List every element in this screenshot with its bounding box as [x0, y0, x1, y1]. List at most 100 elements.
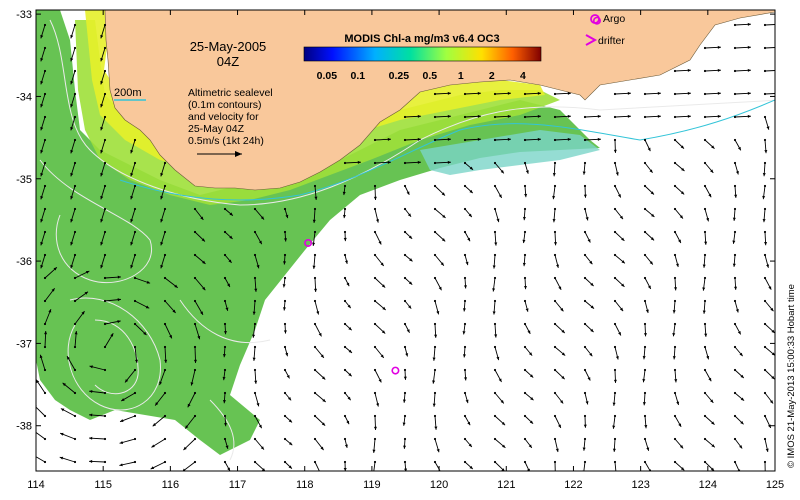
velocity-arrow: [673, 437, 684, 449]
velocity-arrow: [523, 368, 534, 378]
velocity-arrow: [763, 276, 772, 290]
velocity-arrow: [160, 207, 167, 223]
velocity-arrow: [283, 391, 292, 401]
velocity-arrow: [733, 322, 742, 335]
velocity-arrow: [643, 437, 650, 451]
velocity-arrow: [643, 414, 648, 429]
velocity-arrow: [672, 322, 677, 337]
velocity-arrow: [762, 207, 767, 223]
velocity-arrow: [492, 253, 497, 269]
colorbar: [303, 46, 542, 62]
velocity-arrow: [552, 161, 557, 177]
velocity-arrow: [433, 137, 452, 142]
altimetry-note: Altimetric sealevel (0.1m contours) and …: [188, 87, 273, 147]
velocity-arrow: [283, 253, 287, 265]
velocity-arrow: [463, 114, 482, 119]
velocity-arrow: [553, 460, 557, 471]
velocity-arrow: [613, 299, 624, 312]
velocity-arrow: [343, 391, 352, 401]
velocity-arrow: [193, 299, 204, 316]
velocity-arrow: [763, 391, 774, 404]
velocity-arrow: [702, 299, 707, 314]
velocity-arrow: [583, 114, 602, 119]
velocity-arrow: [673, 276, 678, 291]
velocity-arrow: [553, 137, 572, 142]
velocity-arrow: [133, 276, 151, 284]
velocity-arrow: [373, 230, 382, 245]
velocity-arrow: [343, 160, 362, 165]
velocity-arrow: [70, 23, 77, 39]
velocity-arrow: [403, 253, 413, 262]
velocity-arrow: [673, 230, 682, 244]
y-tick-label: -34: [16, 91, 32, 103]
velocity-arrow: [522, 230, 527, 244]
velocity-arrow: [373, 414, 377, 430]
velocity-arrow: [151, 437, 167, 448]
velocity-arrow: [373, 460, 377, 471]
velocity-arrow: [403, 276, 413, 286]
velocity-arrow: [553, 114, 572, 119]
velocity-arrow: [523, 345, 533, 356]
velocity-arrow: [253, 368, 258, 384]
velocity-arrow: [673, 161, 685, 172]
velocity-arrow: [36, 431, 47, 441]
velocity-arrow: [523, 114, 542, 119]
velocity-arrow: [433, 207, 446, 219]
velocity-arrow: [403, 137, 422, 142]
velocity-arrow: [643, 207, 655, 218]
velocity-arrow: [493, 414, 506, 426]
velocity-arrow: [733, 138, 742, 151]
velocity-arrow: [463, 391, 469, 404]
velocity-arrow: [160, 184, 167, 200]
velocity-arrow: [493, 368, 502, 383]
velocity-arrow: [673, 184, 685, 195]
velocity-arrow: [673, 414, 682, 428]
velocity-arrow: [403, 160, 422, 165]
velocity-arrow: [88, 436, 107, 441]
velocity-arrow: [613, 91, 632, 96]
velocity-arrow: [343, 322, 353, 331]
velocity-arrow: [613, 161, 619, 176]
velocity-arrow: [583, 253, 593, 265]
velocity-arrow: [222, 391, 227, 404]
velocity-arrow: [89, 365, 107, 372]
velocity-arrow: [193, 253, 206, 265]
velocity-arrow: [70, 46, 77, 62]
velocity-arrow: [190, 368, 197, 386]
velocity-arrow: [40, 184, 47, 200]
velocity-arrow: [59, 432, 77, 441]
velocity-arrow: [70, 161, 77, 177]
velocity-arrow: [762, 161, 767, 177]
velocity-arrow: [553, 91, 572, 96]
credit-text: © IMOS 21-May-2013 15:00:33 Hobart time: [786, 284, 797, 468]
velocity-arrow: [343, 230, 347, 242]
velocity-arrow: [343, 460, 347, 471]
velocity-arrow: [100, 115, 107, 131]
velocity-arrow: [492, 299, 497, 315]
velocity-arrow: [222, 345, 227, 358]
velocity-arrow: [150, 460, 167, 470]
velocity-arrow: [193, 276, 206, 291]
velocity-arrow: [703, 437, 716, 448]
velocity-arrow: [253, 276, 258, 292]
velocity-arrow: [160, 253, 167, 269]
velocity-arrow: [403, 345, 409, 357]
velocity-arrow: [643, 299, 649, 314]
velocity-arrow: [100, 138, 107, 154]
velocity-arrow: [313, 414, 326, 426]
velocity-arrow: [163, 299, 176, 314]
velocity-arrow: [253, 253, 260, 269]
velocity-arrow: [613, 253, 626, 264]
velocity-arrow: [703, 368, 712, 382]
velocity-arrow: [282, 299, 287, 311]
velocity-arrow: [373, 207, 379, 223]
velocity-arrow: [493, 184, 503, 199]
velocity-arrow: [703, 391, 714, 404]
x-tick-label: 118: [296, 479, 314, 491]
velocity-arrow: [433, 276, 442, 291]
velocity-arrow: [100, 207, 107, 223]
velocity-arrow: [703, 230, 708, 245]
velocity-arrow: [493, 345, 500, 361]
velocity-arrow: [672, 345, 677, 360]
velocity-arrow: [673, 253, 679, 268]
